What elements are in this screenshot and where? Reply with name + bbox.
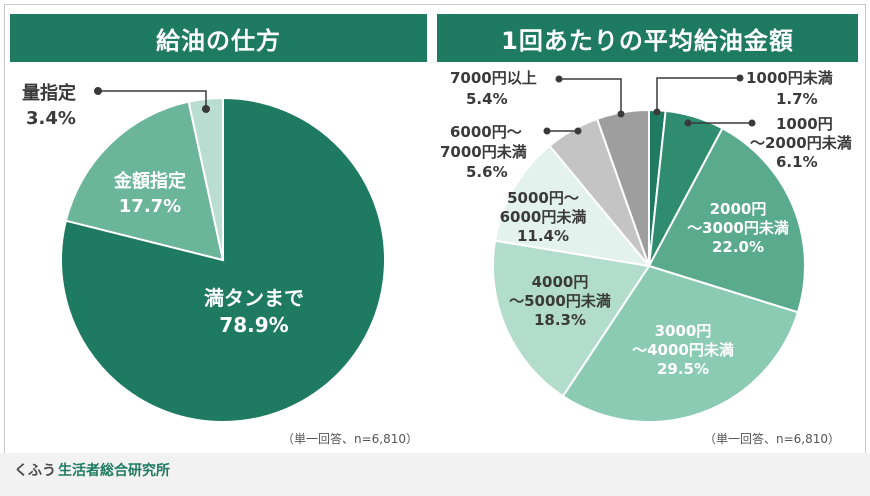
slice-label-full-tank: 満タンまで <box>204 286 304 310</box>
slice-value-2000-3000: 22.0% <box>712 238 764 256</box>
slice-value-over7000: 5.4% <box>466 90 508 108</box>
slice-value-amount: 17.7% <box>119 196 181 217</box>
leader-line-1000-2000 <box>684 119 756 127</box>
slice-label-6000-7000-b: 7000円未満 <box>440 143 527 161</box>
slice-value-1000-2000: 6.1% <box>776 153 818 171</box>
slice-label-1000-2000-b: ～2000円未満 <box>750 134 852 152</box>
right-pie-slice-4 <box>492 239 651 398</box>
leader-line-over7000 <box>555 75 625 118</box>
slice-value-volume: 3.4% <box>26 108 76 129</box>
left-sample-note: （単一回答、n=6,810） <box>282 431 418 446</box>
slice-label-2000-3000-b: ～3000円未満 <box>687 219 789 237</box>
slice-label-1000-2000-a: 1000円 <box>776 115 833 133</box>
right-pie-slice-2 <box>647 127 806 314</box>
slice-label-over7000: 7000円以上 <box>450 69 537 87</box>
footer-bar <box>0 453 870 496</box>
slice-value-5000-6000: 11.4% <box>517 227 569 245</box>
slice-value-4000-5000: 18.3% <box>534 311 586 329</box>
slice-label-3000-4000-a: 3000円 <box>655 322 712 340</box>
brand-kana: くふう <box>14 463 56 479</box>
slice-label-6000-7000-a: 6000円～ <box>450 123 522 141</box>
brand-name: 生活者総合研究所 <box>58 463 170 479</box>
slice-label-volume: 量指定 <box>22 82 76 104</box>
right-pie-slice-3 <box>561 264 800 423</box>
slice-label-amount: 金額指定 <box>113 170 186 192</box>
slice-value-3000-4000: 29.5% <box>657 360 709 378</box>
left-chart-title: 給油の仕方 <box>10 14 427 62</box>
leader-line-volume <box>94 87 210 113</box>
right-sample-note: （単一回答、n=6,810） <box>704 431 840 446</box>
leader-line-6000-7000 <box>543 127 582 135</box>
slice-value-6000-7000: 5.6% <box>466 163 508 181</box>
slice-value-under1000: 1.7% <box>776 90 818 108</box>
right-pie-slice-5 <box>493 144 652 268</box>
leader-line-under1000 <box>653 74 744 116</box>
right-chart-title: 1回あたりの平均給油金額 <box>437 14 858 62</box>
pie-right <box>492 108 806 423</box>
slice-value-full-tank: 78.9% <box>219 313 288 337</box>
slice-label-2000-3000-a: 2000円 <box>710 200 767 218</box>
slice-label-3000-4000-b: ～4000円未満 <box>632 341 734 359</box>
slice-label-4000-5000-a: 4000円 <box>532 273 589 291</box>
slice-label-4000-5000-b: ～5000円未満 <box>509 292 611 310</box>
pie-left <box>60 96 386 423</box>
left-pie-slice-1 <box>64 100 225 262</box>
slice-label-5000-6000-b: 6000円未満 <box>500 208 587 226</box>
slice-label-5000-6000-a: 5000円～ <box>507 189 579 207</box>
slice-label-under1000: 1000円未満 <box>746 69 833 87</box>
